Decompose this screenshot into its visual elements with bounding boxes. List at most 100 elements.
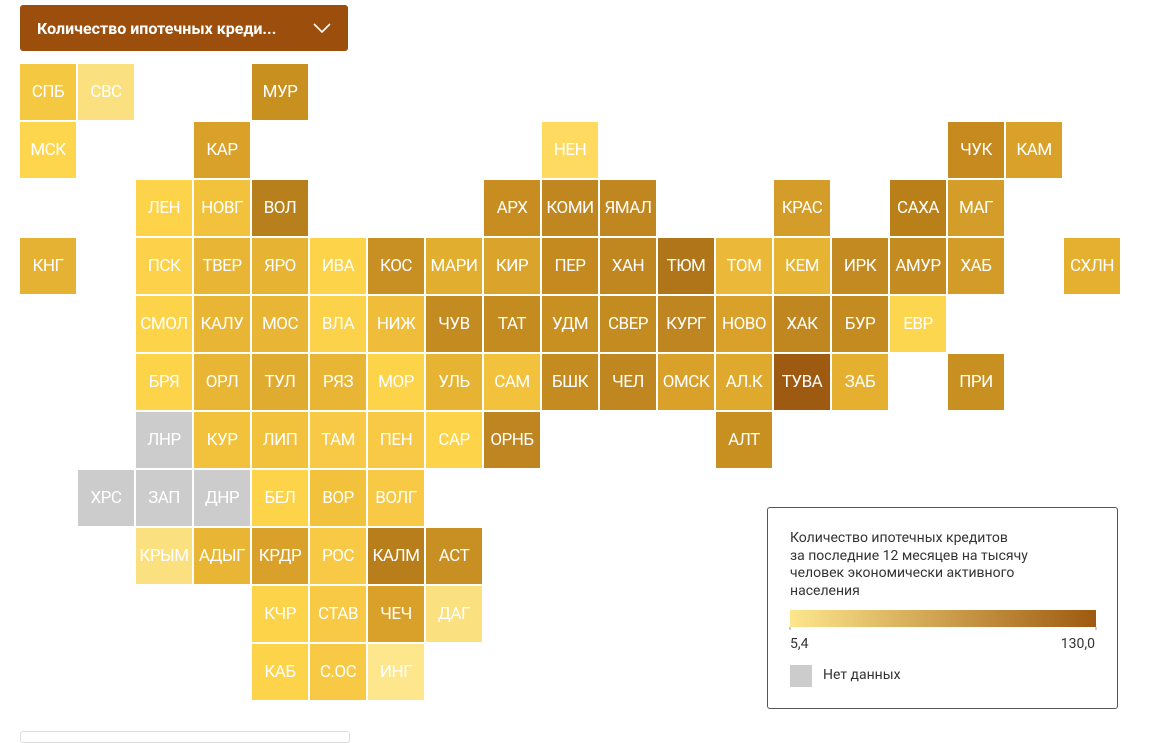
region-tile[interactable]: ТЮМ [658,238,714,294]
region-tile[interactable]: НЕН [542,122,598,178]
region-tile[interactable]: СМОЛ [136,296,192,352]
legend-title-line: человек экономически активного [790,565,1015,581]
legend-title-line: за последние 12 месяцев на тысячу [790,547,1028,564]
region-tile[interactable]: ВОЛ [252,180,308,236]
region-tile[interactable]: ЧУК [948,122,1004,178]
region-tile[interactable]: КАБ [252,644,308,700]
region-tile[interactable]: КОС [368,238,424,294]
region-tile[interactable]: САХА [890,180,946,236]
region-tile[interactable]: УЛЬ [426,354,482,410]
region-tile[interactable]: ПЕР [542,238,598,294]
legend: Количество ипотечных кредитов за последни… [767,507,1118,709]
region-tile[interactable]: С.ОС [310,644,366,700]
region-tile[interactable]: КАЛУ [194,296,250,352]
region-tile[interactable]: КРЫМ [136,528,192,584]
region-tile[interactable]: СВС [78,64,134,120]
region-tile[interactable]: СВЕР [600,296,656,352]
region-tile[interactable]: ВОР [310,470,366,526]
region-tile[interactable]: БШК [542,354,598,410]
region-tile[interactable]: КИР [484,238,540,294]
region-tile[interactable]: ХАБ [948,238,1004,294]
region-tile[interactable]: БЕЛ [252,470,308,526]
region-tile[interactable]: КЧР [252,586,308,642]
region-tile[interactable]: МАГ [948,180,1004,236]
region-tile[interactable]: ОМСК [658,354,714,410]
region-tile[interactable]: АСТ [426,528,482,584]
region-tile[interactable]: УДМ [542,296,598,352]
region-tile[interactable]: АМУР [890,238,946,294]
region-tile[interactable]: ЕВР [890,296,946,352]
region-tile[interactable]: ИРК [832,238,888,294]
region-tile[interactable]: АЛ.К [716,354,772,410]
region-tile[interactable]: КОМИ [542,180,598,236]
legend-min: 5,4 [790,636,809,652]
region-tile[interactable]: ЛЕН [136,180,192,236]
region-tile[interactable]: БУР [832,296,888,352]
region-tile[interactable]: ЛНР [136,412,192,468]
region-tile[interactable]: МОС [252,296,308,352]
region-tile[interactable]: ЧУВ [426,296,482,352]
region-tile[interactable]: ДАГ [426,586,482,642]
no-data-label: Нет данных [823,667,901,683]
region-tile[interactable]: ХАК [774,296,830,352]
region-tile[interactable]: МУР [252,64,308,120]
region-tile[interactable]: БРЯ [136,354,192,410]
region-tile[interactable]: ПЕН [368,412,424,468]
region-tile[interactable]: КНГ [20,238,76,294]
region-tile[interactable]: АРХ [484,180,540,236]
region-tile[interactable]: АЛТ [716,412,772,468]
region-tile[interactable]: КРДР [252,528,308,584]
region-tile[interactable]: ТАМ [310,412,366,468]
region-tile[interactable]: САМ [484,354,540,410]
region-tile[interactable]: ЯРО [252,238,308,294]
region-tile[interactable]: СПБ [20,64,76,120]
region-tile[interactable]: СТАВ [310,586,366,642]
region-tile[interactable]: ВОЛГ [368,470,424,526]
region-tile[interactable]: ТВЕР [194,238,250,294]
region-tile[interactable]: КРАС [774,180,830,236]
region-tile[interactable]: ЗАП [136,470,192,526]
region-tile[interactable]: ВЛА [310,296,366,352]
region-tile[interactable]: ОРНБ [484,412,540,468]
legend-title: Количество ипотечных кредитов за последни… [790,530,1028,600]
region-tile[interactable]: ТУВА [774,354,830,410]
region-tile[interactable]: АДЫГ [194,528,250,584]
region-tile[interactable]: НИЖ [368,296,424,352]
region-tile[interactable]: РЯЗ [310,354,366,410]
region-tile[interactable]: САР [426,412,482,468]
region-tile[interactable]: МСК [20,122,76,178]
region-tile[interactable]: КАМ [1006,122,1062,178]
region-tile[interactable]: ТАТ [484,296,540,352]
region-tile[interactable]: ПРИ [948,354,1004,410]
region-tile[interactable]: КУР [194,412,250,468]
region-tile[interactable]: ХАН [600,238,656,294]
region-tile[interactable]: ЧЕЧ [368,586,424,642]
region-tile[interactable]: ИВА [310,238,366,294]
region-tile[interactable]: НОВГ [194,180,250,236]
region-tile[interactable]: ЗАБ [832,354,888,410]
region-tile[interactable]: ЛИП [252,412,308,468]
region-tile[interactable]: КЕМ [774,238,830,294]
dropdown-label: Количество ипотечных креди... [37,18,277,38]
no-data-swatch [790,665,812,687]
region-tile[interactable]: ИНГ [368,644,424,700]
region-tile[interactable]: ТОМ [716,238,772,294]
region-tile[interactable]: РОС [310,528,366,584]
region-tile[interactable]: ПСК [136,238,192,294]
region-tile[interactable]: СХЛН [1064,238,1120,294]
dropdown[interactable]: Количество ипотечных креди... [20,5,348,51]
region-tile[interactable]: МОР [368,354,424,410]
region-tile[interactable]: ЧЕЛ [600,354,656,410]
region-tile[interactable]: ОРЛ [194,354,250,410]
region-tile[interactable]: ХРС [78,470,134,526]
region-tile[interactable]: ДНР [194,470,250,526]
gradient-bar [790,610,1096,627]
region-tile[interactable]: КУРГ [658,296,714,352]
region-tile[interactable]: КАР [194,122,250,178]
region-tile[interactable]: МАРИ [426,238,482,294]
region-tile[interactable]: КАЛМ [368,528,424,584]
region-tile[interactable]: ТУЛ [252,354,308,410]
region-tile[interactable]: НОВО [716,296,772,352]
region-tile[interactable]: ЯМАЛ [600,180,656,236]
